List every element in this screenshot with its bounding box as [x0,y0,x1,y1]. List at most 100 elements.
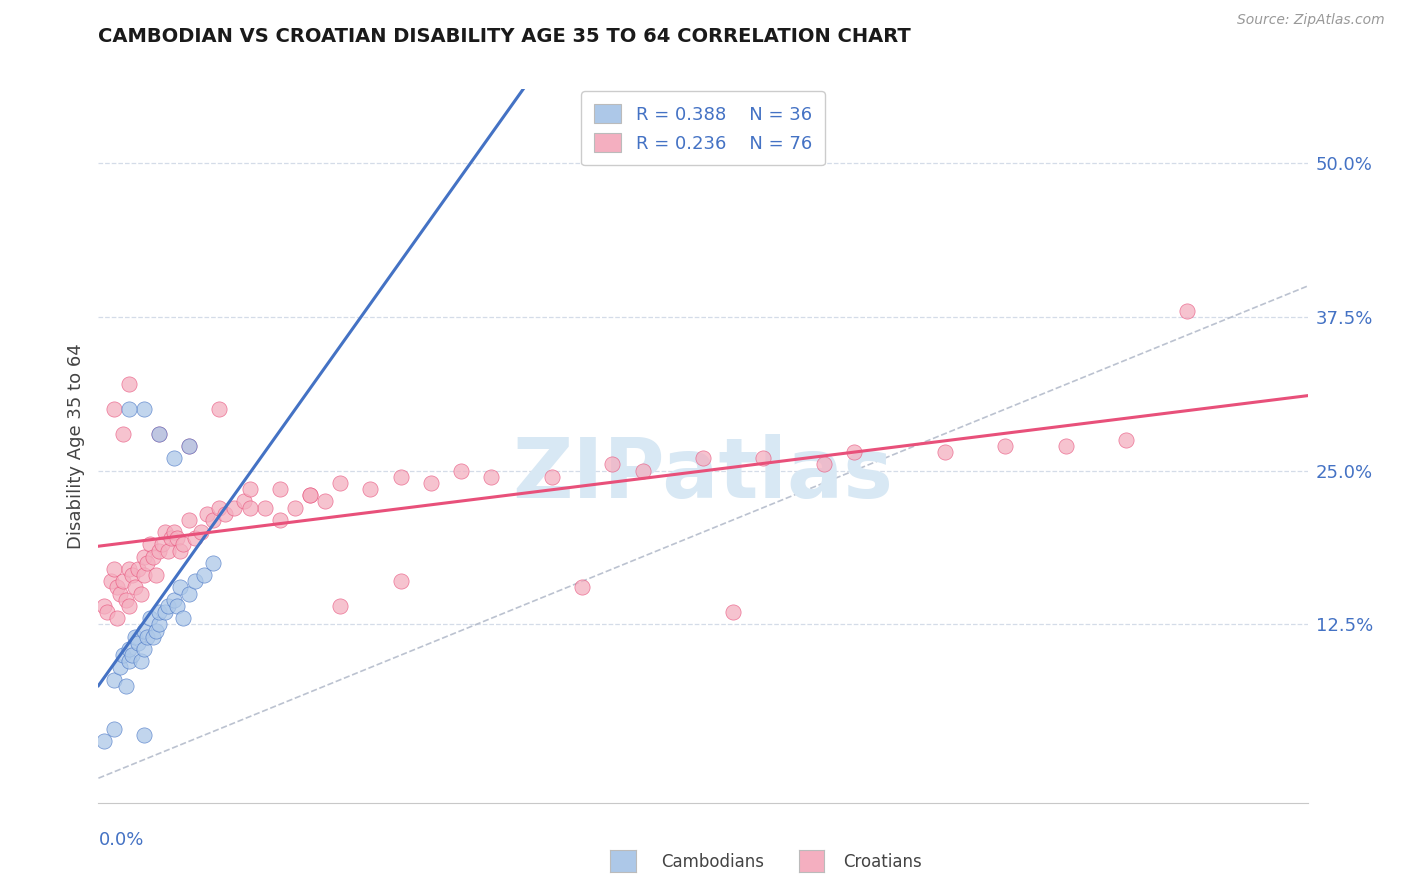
Point [118,562,141,576]
Point [132,642,155,657]
Point [111,648,134,662]
Point [96,605,118,619]
Point [121,568,143,582]
Point [156,543,179,558]
Point [314,494,336,508]
Point [150,537,173,551]
Point [103,562,125,576]
Point [93,734,115,748]
Point [139,611,162,625]
Point [103,722,125,736]
Point [108,587,131,601]
Point [631,464,654,478]
Point [179,587,201,601]
Point [450,464,472,478]
Point [190,525,212,540]
Point [389,574,412,589]
Point [172,611,194,625]
Point [121,648,143,662]
Point [202,556,225,570]
Point [118,402,141,417]
Point [103,673,125,687]
Text: ZIPatlas: ZIPatlas [513,434,893,515]
Point [148,617,170,632]
Y-axis label: Disability Age 35 to 64: Disability Age 35 to 64 [66,343,84,549]
Point [184,531,207,545]
Point [93,599,115,613]
Point [239,500,262,515]
Point [139,537,162,551]
Point [360,482,382,496]
Point [124,581,146,595]
Point [118,377,141,392]
Point [208,500,231,515]
Point [114,592,136,607]
Point [269,513,291,527]
Point [148,543,170,558]
Point [145,568,167,582]
Point [132,402,155,417]
Point [299,488,322,502]
Point [156,599,179,613]
Point [602,458,624,472]
Point [163,592,186,607]
Text: Croatians: Croatians [844,853,922,871]
Point [752,451,775,466]
Point [239,482,262,496]
Point [284,500,307,515]
Point [118,654,141,668]
Point [723,605,745,619]
Point [103,402,125,417]
Point [299,488,322,502]
Point [114,679,136,693]
Point [105,581,128,595]
Point [481,469,503,483]
Point [142,630,165,644]
Point [329,599,352,613]
Point [1175,303,1198,318]
Point [129,587,152,601]
Point [1115,433,1137,447]
Point [108,660,131,674]
Point [153,605,176,619]
Point [127,636,149,650]
Point [163,451,186,466]
Point [153,525,176,540]
Point [329,475,352,490]
Point [224,500,246,515]
Point [193,568,215,582]
Point [202,513,225,527]
Point [127,562,149,576]
Point [100,574,122,589]
Point [540,469,562,483]
Text: Cambodians: Cambodians [661,853,763,871]
Point [844,445,866,459]
Point [142,549,165,564]
Point [813,458,835,472]
Point [232,494,254,508]
Point [208,402,231,417]
Point [253,500,276,515]
Point [132,549,155,564]
Point [179,513,201,527]
Point [1054,439,1077,453]
Point [118,642,141,657]
Point [148,426,170,441]
Point [105,611,128,625]
Point [179,439,201,453]
Text: Source: ZipAtlas.com: Source: ZipAtlas.com [1237,13,1385,28]
Text: CAMBODIAN VS CROATIAN DISABILITY AGE 35 TO 64 CORRELATION CHART: CAMBODIAN VS CROATIAN DISABILITY AGE 35 … [98,28,911,46]
Point [166,599,188,613]
Point [145,624,167,638]
Point [132,728,155,742]
Point [132,568,155,582]
Point [124,630,146,644]
Point [135,630,157,644]
Point [184,574,207,589]
Point [163,525,186,540]
Point [169,581,191,595]
Point [135,556,157,570]
Point [148,605,170,619]
Point [160,531,183,545]
Point [389,469,412,483]
